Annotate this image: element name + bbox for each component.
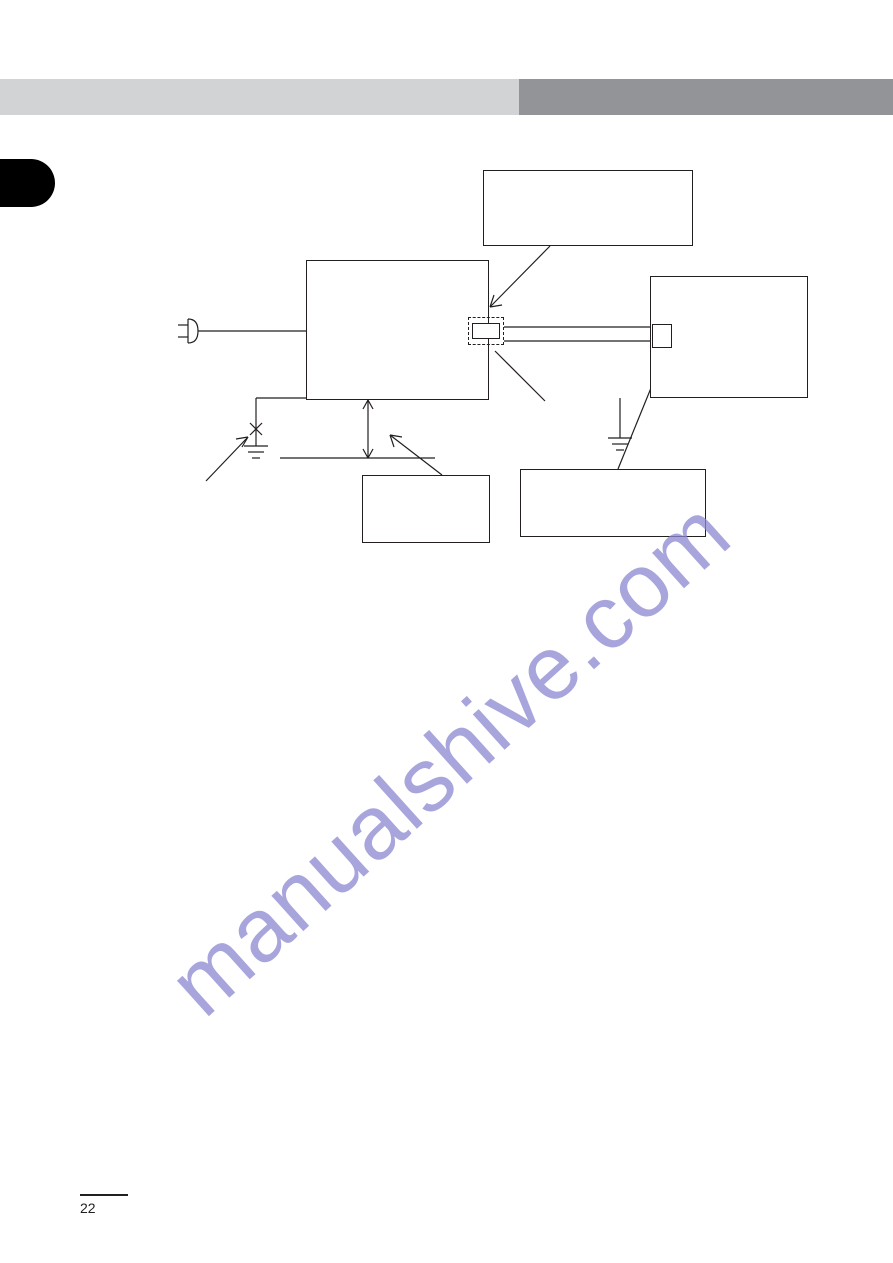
right-connector-box [652, 324, 672, 348]
block-diagram [150, 155, 750, 575]
side-tab [0, 159, 55, 207]
header-band-right [519, 79, 893, 115]
page-number-rule [80, 1194, 128, 1196]
right-main-box [650, 276, 808, 398]
page-number: 22 [80, 1200, 96, 1216]
connector-solid-inner [472, 323, 500, 339]
left-main-box [306, 260, 489, 400]
callout-bottom-right-box [520, 469, 706, 537]
callout-top-box [483, 170, 693, 246]
callout-bottom-mid-box [362, 475, 490, 543]
